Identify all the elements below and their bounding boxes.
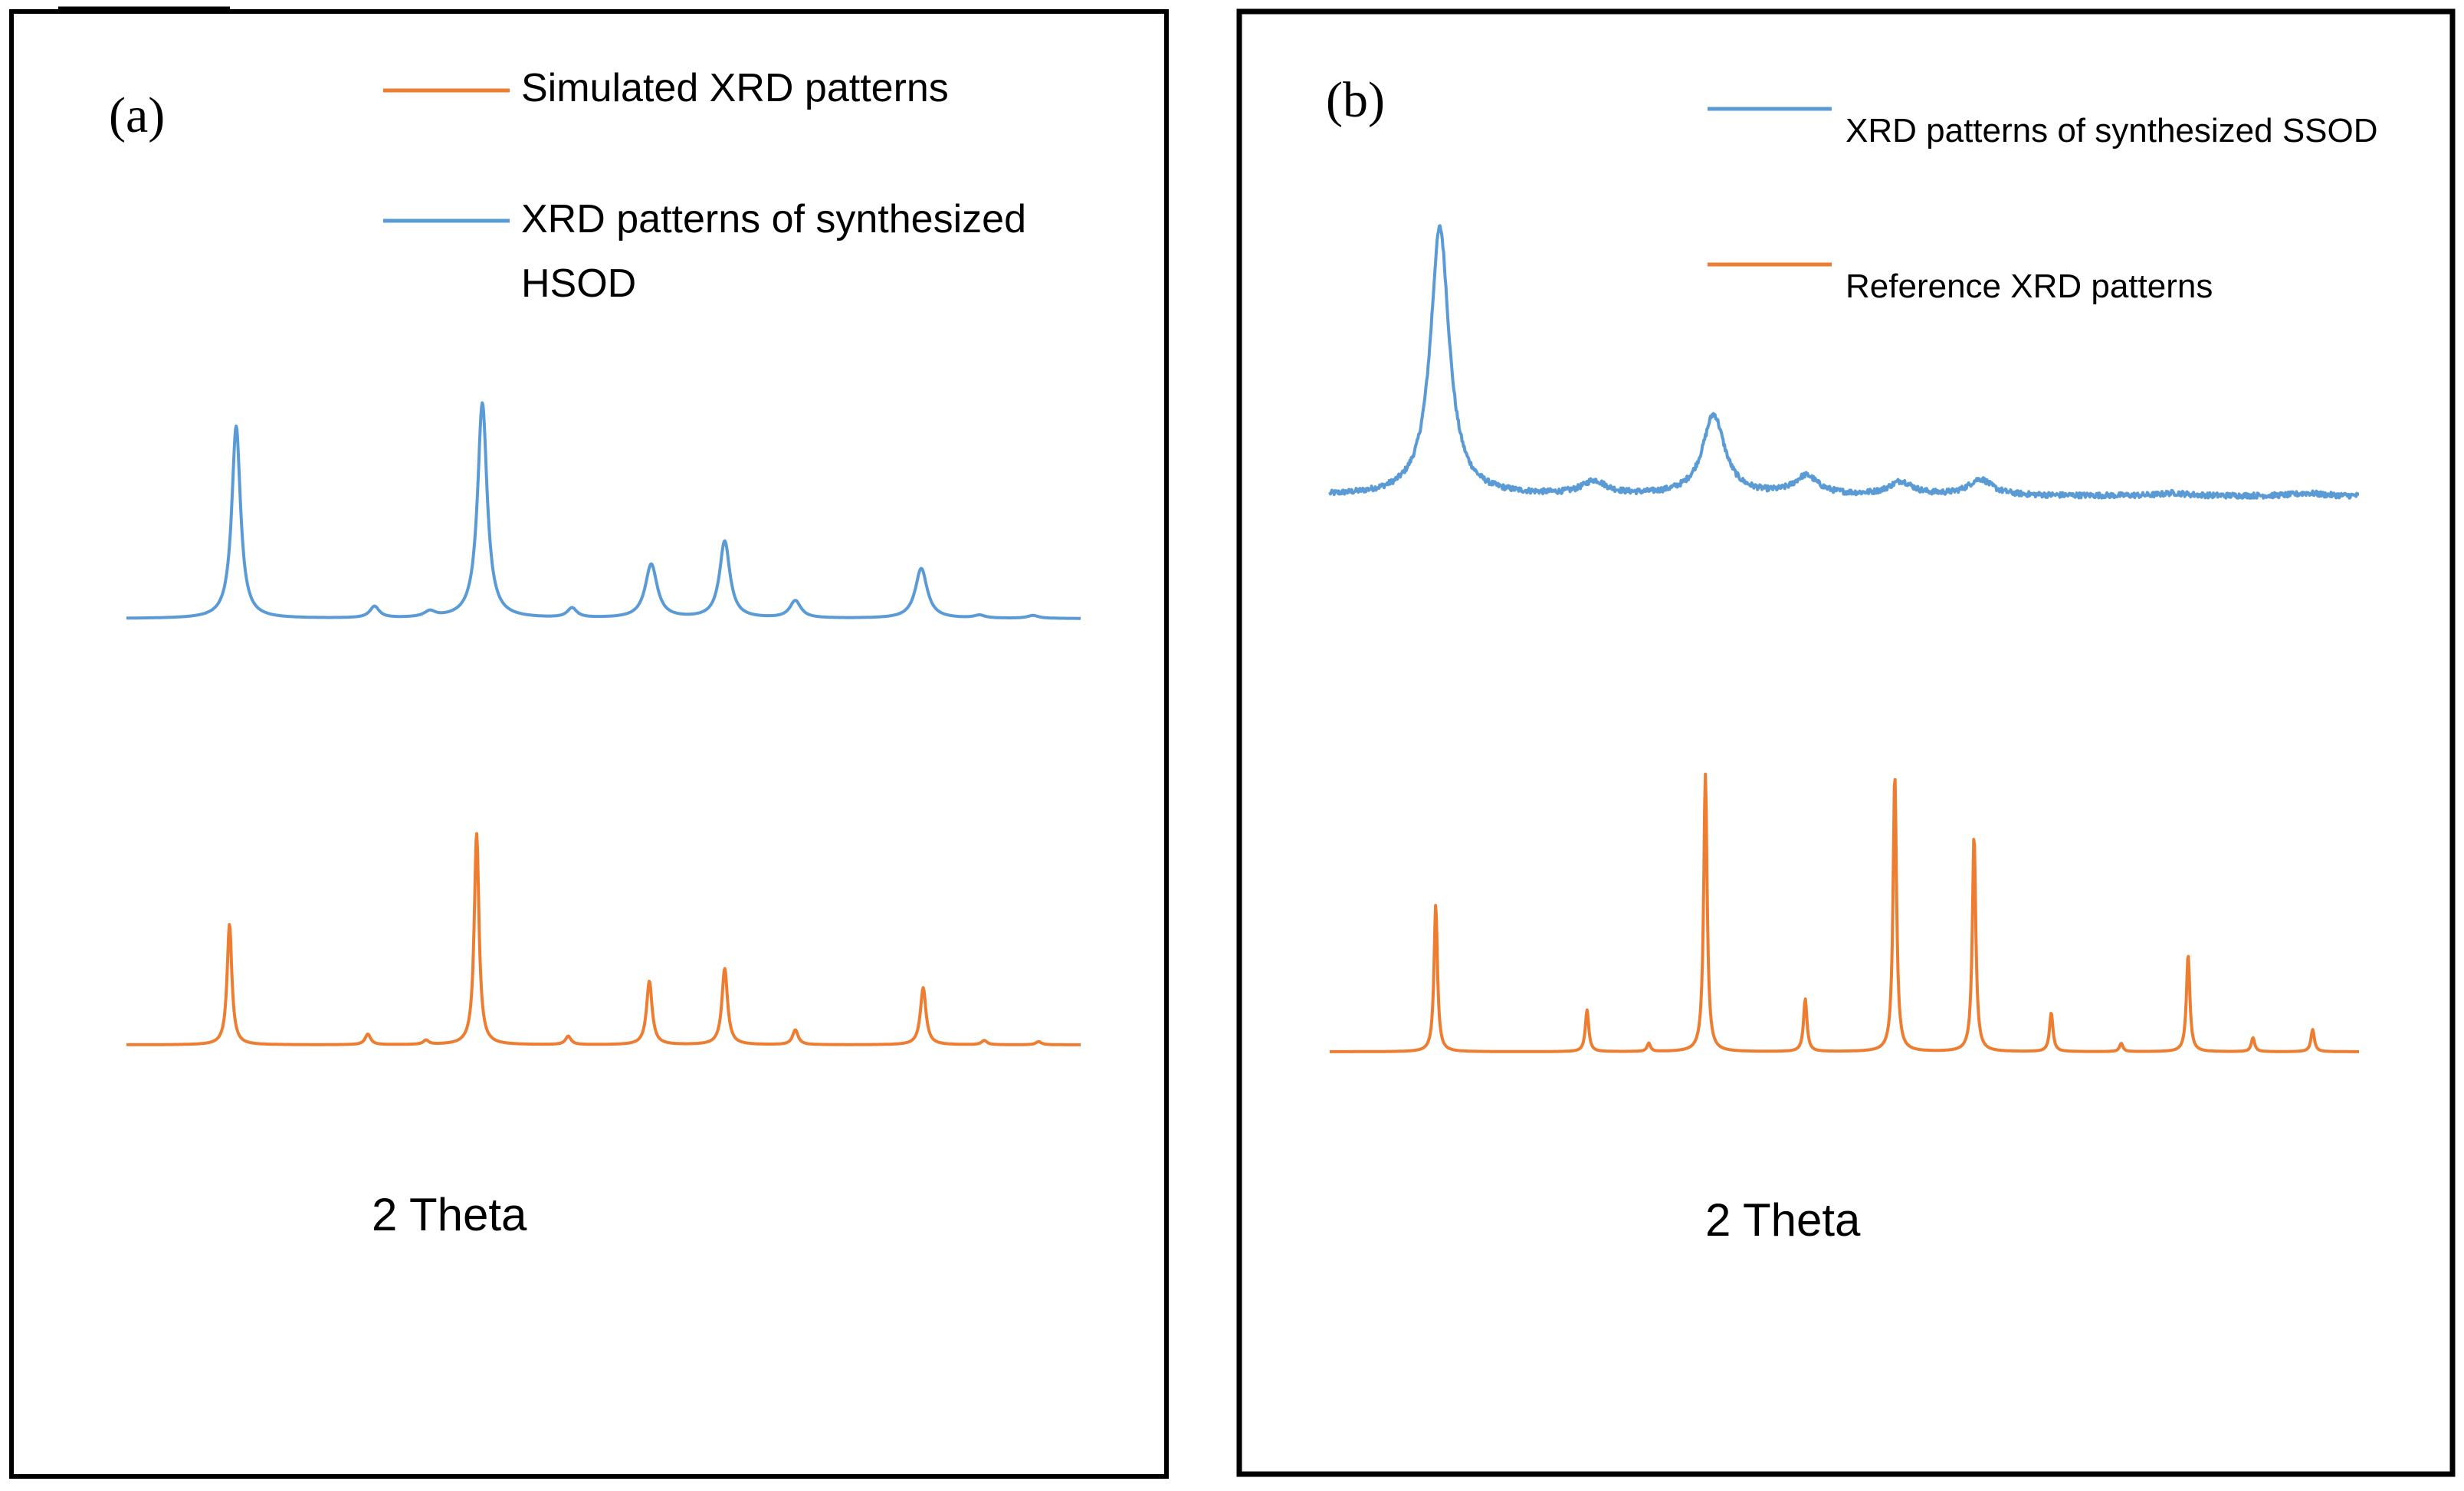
panel-a: (a) Simulated XRD patterns XRD patterns …: [9, 9, 1169, 1479]
legend-label-simulated: Simulated XRD patterns: [521, 66, 949, 110]
panel-b-label: (b): [1326, 72, 1385, 128]
panel-b: (b) XRD patterns of synthesized SSOD Ref…: [1236, 8, 2456, 1477]
legend-label-ssod: XRD patterns of synthesized SSOD: [1846, 112, 2378, 149]
panel-b-legend: XRD patterns of synthesized SSOD Referen…: [1708, 107, 2378, 305]
panel-a-series-hsod: [125, 401, 1082, 620]
legend-label-hsod-line1: XRD patterns of synthesized: [521, 197, 1026, 241]
panel-b-xlabel: 2 Theta: [1705, 1194, 1861, 1246]
panel-b-series-reference: [1329, 772, 2360, 1053]
panel-a-series-simulated: [125, 832, 1082, 1046]
panel-a-legend: Simulated XRD patterns XRD patterns of s…: [383, 66, 1037, 306]
legend-label-reference: Reference XRD patterns: [1846, 268, 2213, 305]
panel-b-frame: [1236, 8, 2456, 1477]
panel-a-frame: [9, 9, 1169, 1479]
legend-label-hsod: XRD patterns of synthesized HSOD: [521, 197, 1037, 306]
legend-label-hsod-line2: HSOD: [521, 261, 636, 306]
panel-a-label: (a): [109, 87, 165, 143]
panel-a-xlabel: 2 Theta: [372, 1189, 527, 1240]
panel-b-series-ssod: [1328, 224, 2360, 500]
